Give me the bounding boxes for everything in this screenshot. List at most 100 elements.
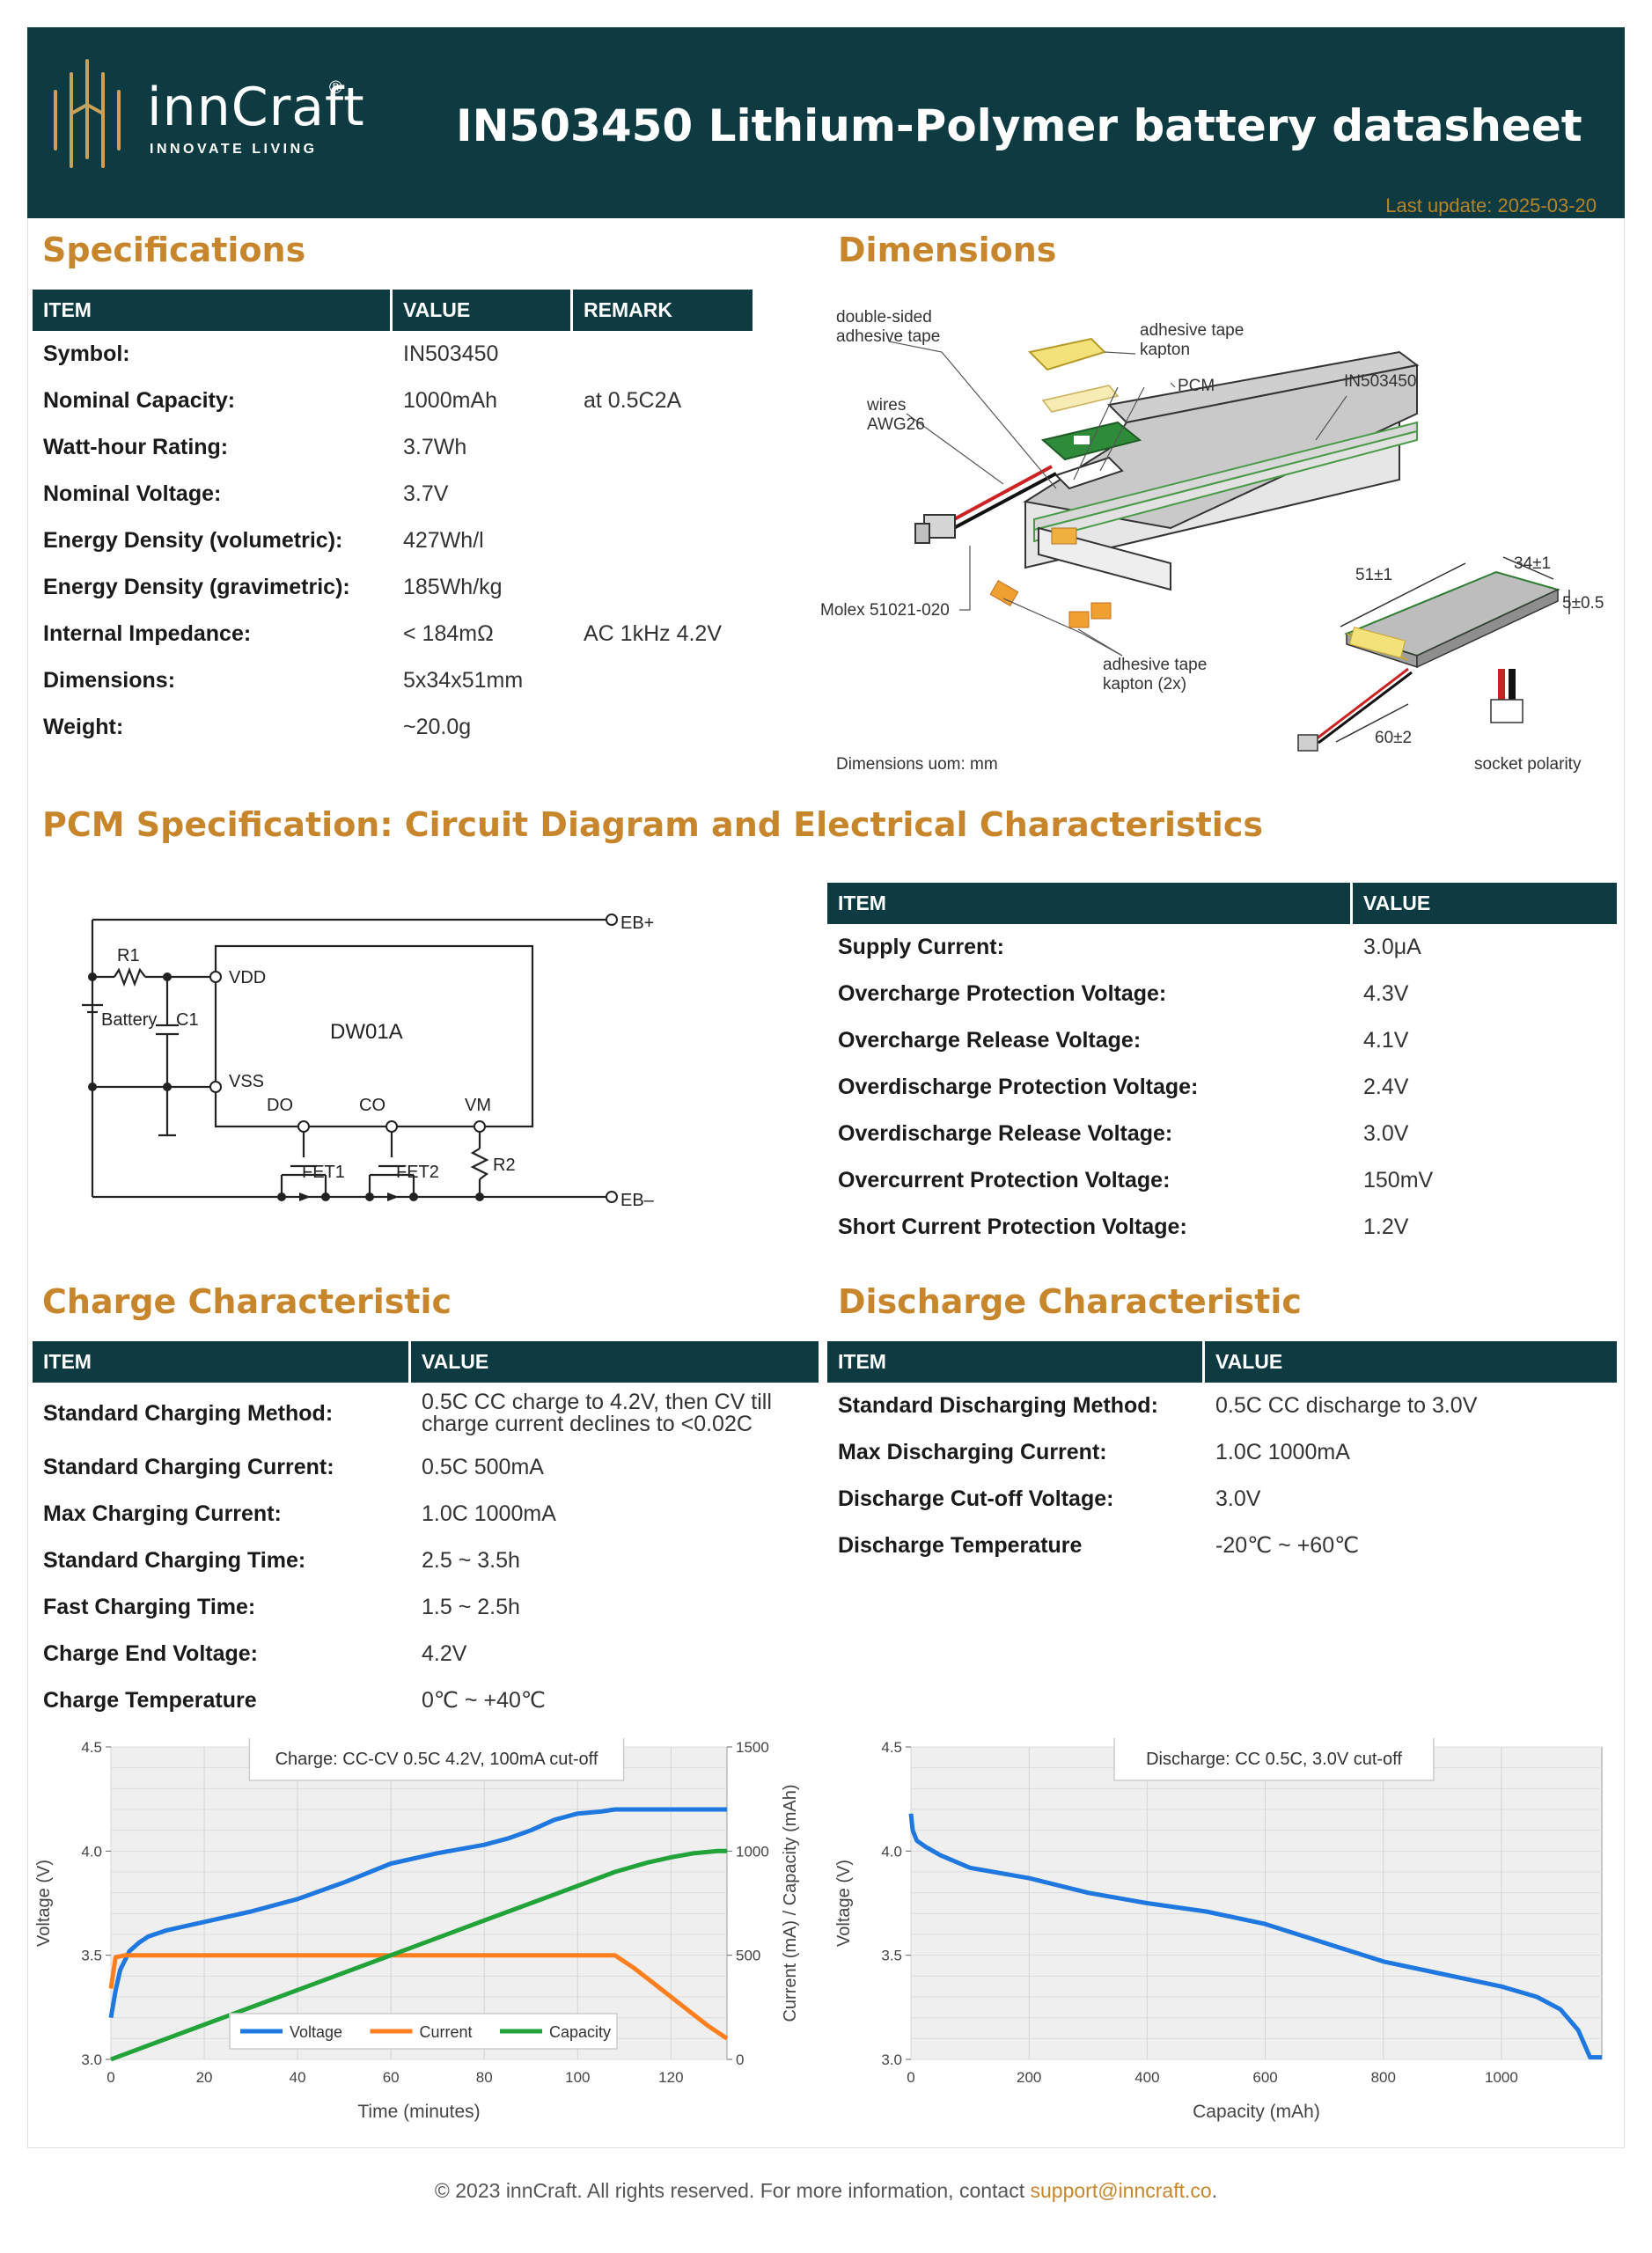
y-axis-label: Voltage (V) [34, 1860, 54, 1947]
row-remark: AC 1kHz 4.2V [584, 621, 723, 646]
row-item: Dimensions: [43, 668, 176, 693]
column-header: ITEM [838, 892, 886, 914]
row-item: Energy Density (gravimetric): [43, 575, 350, 599]
y2-tick-label: 500 [736, 1948, 760, 1964]
row-item: Supply Current: [838, 935, 1004, 959]
row-value: 1000mAh [403, 388, 498, 413]
row-item: Max Discharging Current: [838, 1440, 1107, 1464]
label-adhesive-kapton: adhesive tape kapton [1140, 321, 1245, 359]
table-row: Fast Charging Time: 1.5 ~ 2.5h [33, 1584, 819, 1631]
table-row: Standard Charging Time: 2.5 ~ 3.5h [33, 1537, 819, 1584]
row-value-line: 0.5C CC charge to 4.2V, then CV till [422, 1390, 772, 1414]
y-tick-label: 4.5 [81, 1739, 102, 1756]
y-tick-label: 4.0 [881, 1843, 902, 1860]
label-vdd: VDD [229, 968, 266, 987]
table-row: Max Discharging Current: 1.0C 1000mA [827, 1429, 1617, 1476]
brand-name: innCraft [147, 77, 365, 138]
label-uom: Dimensions uom: mm [836, 755, 998, 774]
x-tick-label: 1000 [1485, 2069, 1518, 2086]
legend-box [229, 2013, 618, 2050]
series-line-voltage [108, 1807, 727, 2019]
table-row: Standard Charging Method: 0.5C CC charge … [33, 1383, 819, 1444]
table-row: Energy Density (gravimetric): 185Wh/kg [33, 564, 753, 611]
row-item: Watt-hour Rating: [43, 435, 229, 459]
x-tick-label: 100 [565, 2069, 590, 2086]
chart-title-box [248, 1738, 625, 1781]
dimensions-diagram: double-sided adhesive tape adhesive tape k… [819, 299, 1619, 783]
plot-area [110, 1746, 728, 2060]
label-r2: R2 [493, 1156, 516, 1175]
last-update: Last update: 2025-03-20 [1385, 194, 1597, 216]
row-value: 4.1V [1363, 1028, 1409, 1053]
registered-mark: ® [329, 78, 342, 98]
row-value: 2.5 ~ 3.5h [422, 1548, 520, 1573]
row-value: 3.7Wh [403, 435, 467, 459]
table-header: ITEM VALUE [33, 1341, 819, 1383]
row-value: < 184mΩ [403, 621, 494, 646]
row-item: Standard Charging Current: [43, 1455, 334, 1479]
logo-icon [54, 59, 121, 168]
label-pcm: PCM [1178, 377, 1215, 395]
x-tick-label: 800 [1371, 2069, 1396, 2086]
y-axis-label: Voltage (V) [834, 1860, 854, 1947]
column-header: ITEM [43, 1350, 92, 1373]
y2-tick-label: 1500 [736, 1739, 769, 1756]
table-row: Standard Charging Current: 0.5C 500mA [33, 1444, 819, 1491]
label-vss: VSS [229, 1072, 264, 1091]
row-item: Nominal Capacity: [43, 388, 236, 413]
row-value: 0.5C CC discharge to 3.0V [1215, 1393, 1478, 1418]
label-co: CO [359, 1096, 385, 1115]
row-value: -20℃ ~ +60℃ [1215, 1533, 1360, 1558]
dimensions-title: Dimensions [838, 231, 1057, 269]
x-tick-label: 20 [196, 2069, 213, 2086]
label-socket-polarity: socket polarity [1474, 755, 1582, 774]
table-row: Overdischarge Release Voltage: 3.0V [827, 1111, 1617, 1157]
row-item: Standard Discharging Method: [838, 1393, 1158, 1418]
x-axis-label: Capacity (mAh) [1193, 2102, 1320, 2122]
row-value: ~20.0g [403, 715, 472, 739]
series-line-capacity [110, 1848, 727, 2062]
footer-text: © 2023 innCraft. All rights reserved. Fo… [434, 2179, 1031, 2202]
chart-title-box [1113, 1738, 1435, 1781]
table-header: ITEM VALUE REMARK [33, 290, 753, 331]
table-row: Overcharge Release Voltage: 4.1V [827, 1017, 1617, 1064]
y2-tick-label: 0 [736, 2051, 744, 2068]
row-value: 3.7V [403, 481, 449, 506]
table-row: Discharge Cut-off Voltage: 3.0V [827, 1476, 1617, 1523]
battery-exploded-view [888, 337, 1570, 752]
legend-label: Current [420, 2023, 473, 2041]
table-row: Standard Discharging Method: 0.5C CC disc… [827, 1383, 1617, 1429]
brand-tagline: INNOVATE LIVING [150, 142, 318, 157]
row-item: Max Charging Current: [43, 1501, 282, 1526]
row-value: 1.5 ~ 2.5h [422, 1595, 520, 1619]
label-wires: wires AWG26 [867, 396, 925, 434]
y-tick-label: 3.0 [881, 2051, 902, 2068]
row-item: Symbol: [43, 341, 130, 366]
row-value: 3.0V [1215, 1486, 1261, 1511]
row-value: 3.0μA [1363, 935, 1421, 959]
row-item: Standard Charging Method: [43, 1401, 334, 1426]
specifications-table: ITEM VALUE REMARK Symbol: IN503450 Nominal… [33, 290, 753, 751]
row-item: Charge Temperature [43, 1688, 257, 1713]
label-c1: C1 [176, 1010, 199, 1030]
row-remark: at 0.5C2A [584, 388, 682, 413]
table-row: Max Charging Current: 1.0C 1000mA [33, 1491, 819, 1537]
table-row: Weight: ~20.0g [33, 704, 753, 751]
charge-chart: 0 20 40 60 80 100 120 3.0 3.5 4.0 4.5 0 500 1000 1500 C… [34, 1738, 800, 2122]
table-row: Internal Impedance: < 184mΩ AC 1kHz 4.2V [33, 611, 753, 657]
label-molex: Molex 51021-020 [820, 601, 950, 620]
legend-label: Capacity [549, 2023, 611, 2041]
x-tick-label: 120 [658, 2069, 683, 2086]
label-fet2: FET2 [396, 1163, 439, 1182]
column-header: ITEM [838, 1350, 886, 1373]
table-row: Overcharge Protection Voltage: 4.3V [827, 971, 1617, 1017]
column-header: VALUE [422, 1350, 489, 1373]
table-row: Short Current Protection Voltage: 1.2V [827, 1204, 1617, 1251]
chart-title: Discharge: CC 0.5C, 3.0V cut-off [1146, 1750, 1402, 1769]
row-value: 1.2V [1363, 1215, 1409, 1239]
row-item: Overcharge Release Voltage: [838, 1028, 1142, 1053]
row-item: Overcharge Protection Voltage: [838, 981, 1167, 1006]
row-value: 0.5C 500mA [422, 1455, 544, 1479]
support-email-link[interactable]: support@inncraft.co [1030, 2179, 1212, 2202]
label-model: IN503450 [1344, 372, 1417, 391]
